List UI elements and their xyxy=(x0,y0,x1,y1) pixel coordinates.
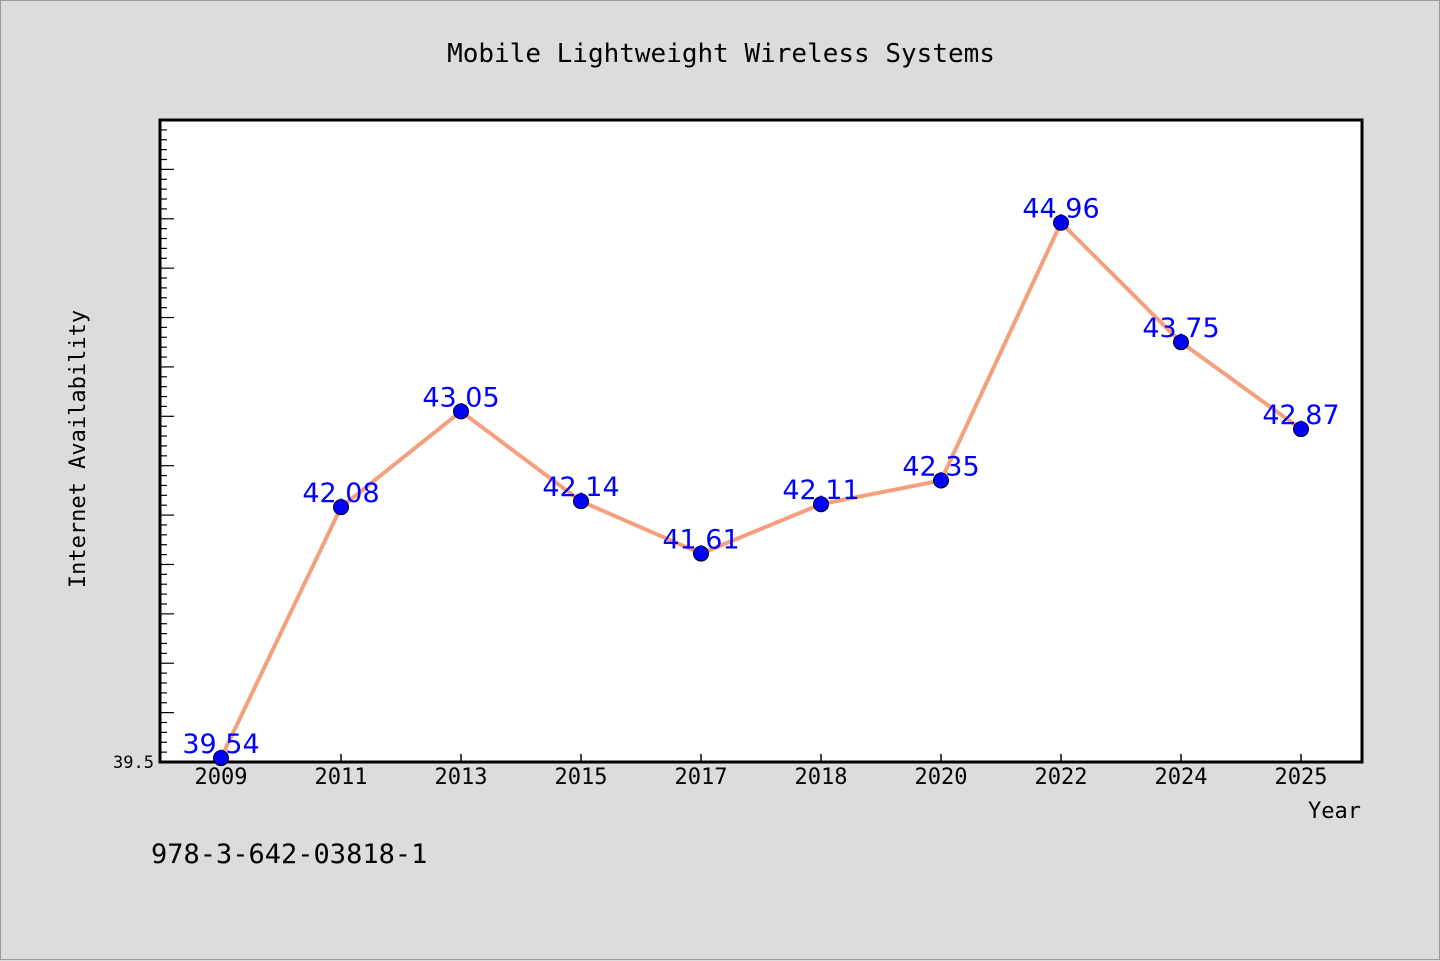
data-label: 41.61 xyxy=(662,525,739,556)
data-point xyxy=(693,545,709,562)
data-label: 39.54 xyxy=(182,729,259,760)
data-point xyxy=(1293,421,1309,438)
x-axis-ticks: 2009 2011 2013 2015 2017 2018 2020 2022 2024 2025 xyxy=(195,754,1328,790)
data-label: 42.87 xyxy=(1262,400,1339,431)
footer-isbn: 978-3-642-03818-1 xyxy=(151,839,427,870)
y-tick-label: 39.5 xyxy=(113,753,154,773)
data-point xyxy=(1173,334,1189,351)
data-point xyxy=(453,403,469,420)
data-point xyxy=(573,493,589,510)
x-tick-label: 2015 xyxy=(555,765,608,790)
chart-title: Mobile Lightweight Wireless Systems xyxy=(447,39,995,69)
x-tick-label: 2018 xyxy=(795,765,848,790)
data-point xyxy=(213,750,229,767)
y-axis-ticks: 39.5 xyxy=(113,119,174,773)
series-group: 39.54 42.08 43.05 42.14 41.61 42.11 42.35 44.96… xyxy=(182,194,1340,767)
x-tick-label: 2011 xyxy=(315,765,368,790)
data-label: 42.11 xyxy=(782,475,859,506)
plot-area xyxy=(158,118,1364,764)
data-point xyxy=(933,472,949,489)
x-tick-label: 2022 xyxy=(1035,765,1088,790)
data-label: 43.05 xyxy=(422,382,499,413)
data-label: 44.96 xyxy=(1022,194,1099,225)
data-point xyxy=(333,499,349,516)
data-point xyxy=(1053,214,1069,231)
x-axis-label: Year xyxy=(1308,799,1361,824)
data-label: 42.35 xyxy=(902,452,979,483)
x-tick-label: 2017 xyxy=(675,765,728,790)
y-axis-label: Internet Availability xyxy=(66,310,91,588)
data-label: 43.75 xyxy=(1142,313,1219,344)
data-label: 42.14 xyxy=(542,472,619,503)
data-point xyxy=(813,496,829,513)
x-tick-label: 2024 xyxy=(1155,765,1208,790)
data-label: 42.08 xyxy=(302,478,379,509)
x-tick-label: 2013 xyxy=(435,765,488,790)
x-tick-label: 2009 xyxy=(195,765,248,790)
series-line xyxy=(219,220,1303,761)
x-tick-label: 2025 xyxy=(1275,765,1328,790)
x-tick-label: 2020 xyxy=(915,765,968,790)
